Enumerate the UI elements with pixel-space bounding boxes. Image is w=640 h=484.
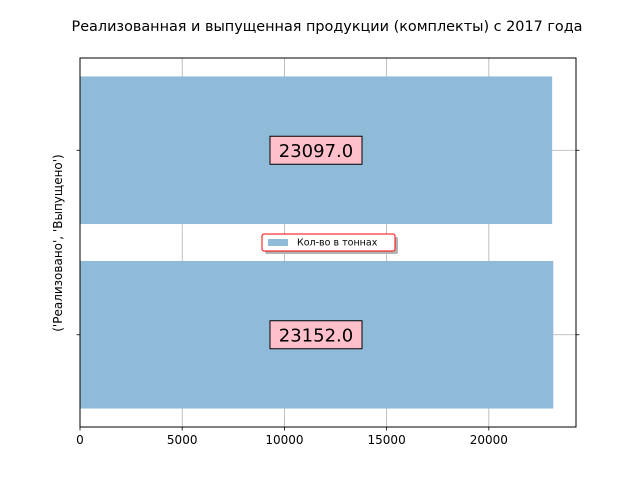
labels-layer: 23152.0 23097.0 [269,135,363,350]
legend-swatch [268,239,288,246]
x-tick-label: 15000 [368,433,406,447]
legend-entry-label: Кол-во в тоннах [297,238,378,249]
data-label-box [269,320,363,350]
x-tick-label: 10000 [265,433,303,447]
x-tick-label: 5000 [167,433,198,447]
data-label: 23152.0 [279,325,353,346]
legend: Кол-во в тоннах [261,233,398,254]
x-tick-label: 20000 [470,433,508,447]
data-label: 23097.0 [279,141,353,162]
x-tick-label: 0 [76,433,84,447]
plot-frame [79,57,577,428]
data-label-box [269,135,363,165]
chart-title: Реализованная и выпущенная продукции (ко… [72,19,583,35]
y-axis-label: ('Реализовано', 'Выпущено') [51,154,65,332]
legend-frame [261,233,396,252]
ticks-layer: 0 5000 10000 15000 20000 [76,149,580,447]
